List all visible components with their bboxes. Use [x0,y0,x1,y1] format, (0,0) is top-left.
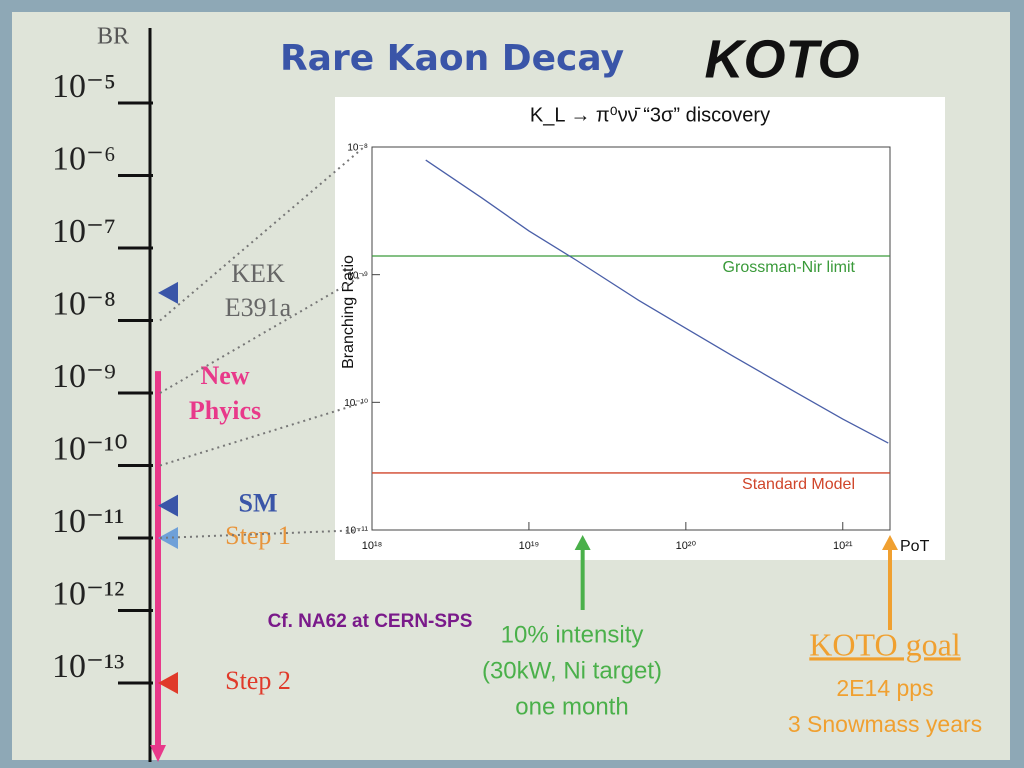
br-label: BR [97,24,129,50]
logo: KOTO [704,29,859,89]
x-arrow-head [574,535,591,550]
chart-title: K_L → π⁰νν̄ “3σ” discovery [530,104,770,126]
br-tick-label: 10⁻⁵ [52,68,116,105]
y-tick-label: 10⁻⁸ [347,143,368,154]
br-marker-label: Step 1 [225,521,291,550]
goal-title: KOTO goal [809,626,961,662]
br-tick-label: 10⁻⁸ [52,285,116,322]
br-marker [158,494,178,517]
intensity-label: 10% intensity [501,621,644,648]
goal-label: 3 Snowmass years [788,711,982,737]
new-physics-label: Phyics [189,396,261,425]
x-tick-label: 10²¹ [833,540,853,552]
intensity-label: (30kW, Ni target) [482,657,662,684]
br-tick-label: 10⁻¹² [52,575,124,612]
br-tick-label: 10⁻⁷ [52,213,116,250]
br-marker-label: SM [239,489,278,518]
y-tick-label: 10⁻¹⁰ [344,398,368,409]
br-marker-label: KEK [231,259,285,288]
br-tick-label: 10⁻¹¹ [52,503,124,540]
y-tick-label: 10⁻⁹ [347,270,368,281]
br-tick-label: 10⁻⁶ [52,140,116,177]
br-tick-label: 10⁻¹⁰ [52,430,128,467]
goal-label: 2E14 pps [836,675,933,701]
br-marker [158,672,178,694]
y-tick-label: 10⁻¹¹ [345,526,369,537]
connector [159,529,365,539]
x-arrow-head [882,535,898,550]
br-tick-label: 10⁻¹³ [52,648,124,685]
x-tick-label: 10¹⁸ [362,540,383,552]
connector [159,146,365,322]
chart-panel [335,97,945,560]
reference-label: Grossman-Nir limit [723,259,856,276]
slide-title: Rare Kaon Decay [280,38,624,79]
new-physics-arrow [150,745,166,762]
reference-label: Standard Model [742,476,855,493]
plot-frame [371,146,891,531]
x-axis-label: PoT [900,538,930,555]
data-line [425,159,889,444]
x-tick-label: 10²⁰ [676,540,697,552]
br-marker-label: E391a [225,293,292,322]
br-marker-label: Step 2 [225,666,291,695]
intensity-label: one month [515,693,628,720]
note: Cf. NA62 at CERN-SPS [268,611,473,632]
x-tick-label: 10¹⁹ [519,540,540,552]
br-marker [158,281,178,304]
y-axis-label: Branching Ratio [340,255,357,369]
br-tick-label: 10⁻⁹ [52,358,116,395]
